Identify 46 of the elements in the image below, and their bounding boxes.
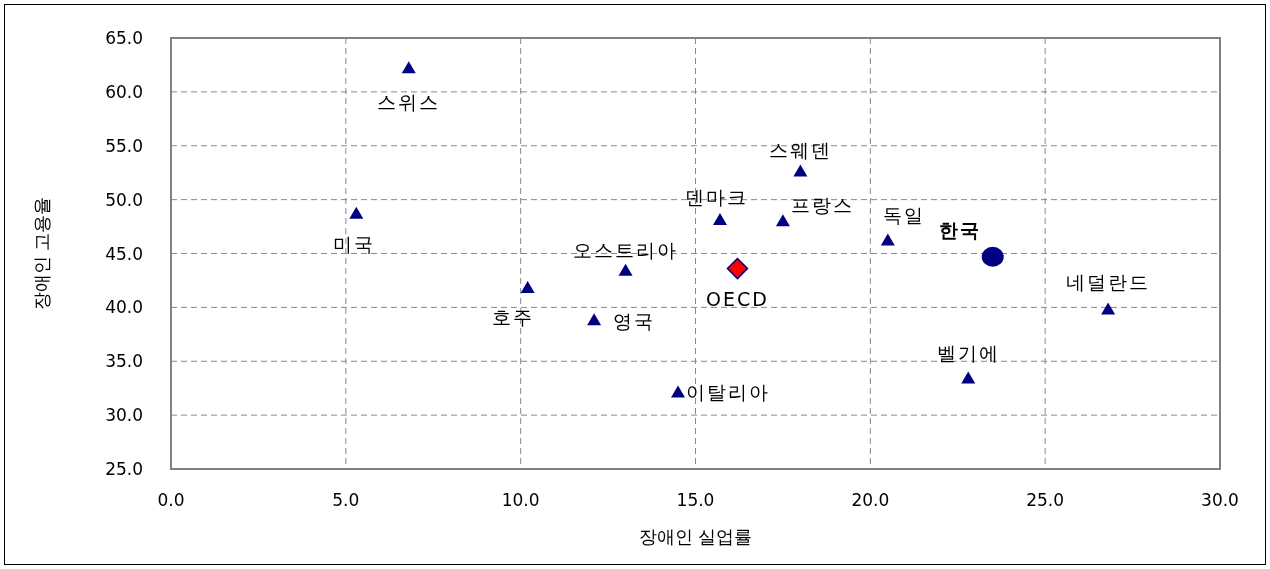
x-tick-label: 5.0 — [332, 490, 360, 510]
y-tick-label: 50.0 — [105, 189, 143, 210]
x-tick-label: 10.0 — [501, 490, 540, 510]
point — [401, 61, 416, 74]
y-tick-label: 30.0 — [105, 405, 143, 426]
point — [793, 164, 808, 177]
y-tick-label: 45.0 — [105, 243, 143, 264]
point — [775, 214, 790, 227]
series-label: 호주 — [491, 305, 534, 328]
point — [520, 280, 535, 293]
y-tick-label: 35.0 — [105, 351, 143, 372]
y-tick-label: 40.0 — [105, 297, 143, 318]
point — [981, 246, 1004, 267]
point — [726, 257, 749, 280]
y-tick-label: 25.0 — [105, 459, 143, 479]
x-tick-label: 25.0 — [1026, 490, 1065, 510]
point — [712, 213, 727, 226]
point — [1101, 302, 1116, 315]
x-tick-label: 15.0 — [676, 490, 715, 510]
x-axis-title: 장애인 실업률 — [638, 526, 753, 547]
y-tick-label: 55.0 — [105, 135, 143, 156]
point — [961, 371, 976, 384]
point — [880, 233, 895, 246]
series-label: 이탈리아 — [686, 381, 771, 404]
x-tick-label: 30.0 — [1201, 490, 1239, 510]
point — [349, 206, 364, 219]
series-label: 미국 — [333, 232, 376, 255]
y-tick-label: 65.0 — [105, 28, 143, 48]
series-label: 덴마크 — [685, 186, 749, 209]
x-tick-label: 20.0 — [851, 490, 890, 510]
series-label: OECD — [706, 287, 769, 310]
series-label: 독일 — [882, 203, 925, 226]
series-label: 한국 — [938, 218, 981, 241]
y-tick-label: 60.0 — [105, 81, 143, 102]
point — [671, 385, 686, 398]
series-label: 영국 — [613, 310, 656, 333]
point — [587, 313, 602, 326]
x-tick-label: 0.0 — [157, 490, 185, 510]
y-axis-title: 장애인 고용율 — [31, 196, 52, 311]
series-label: 네덜란드 — [1066, 270, 1151, 293]
series-label: 오스트리아 — [573, 238, 679, 261]
series-label: 프랑스 — [791, 194, 855, 217]
point — [618, 263, 633, 276]
series-label: 벨기에 — [936, 342, 1000, 365]
series-label: 스웨덴 — [768, 138, 832, 161]
series-label: 스위스 — [377, 91, 441, 114]
